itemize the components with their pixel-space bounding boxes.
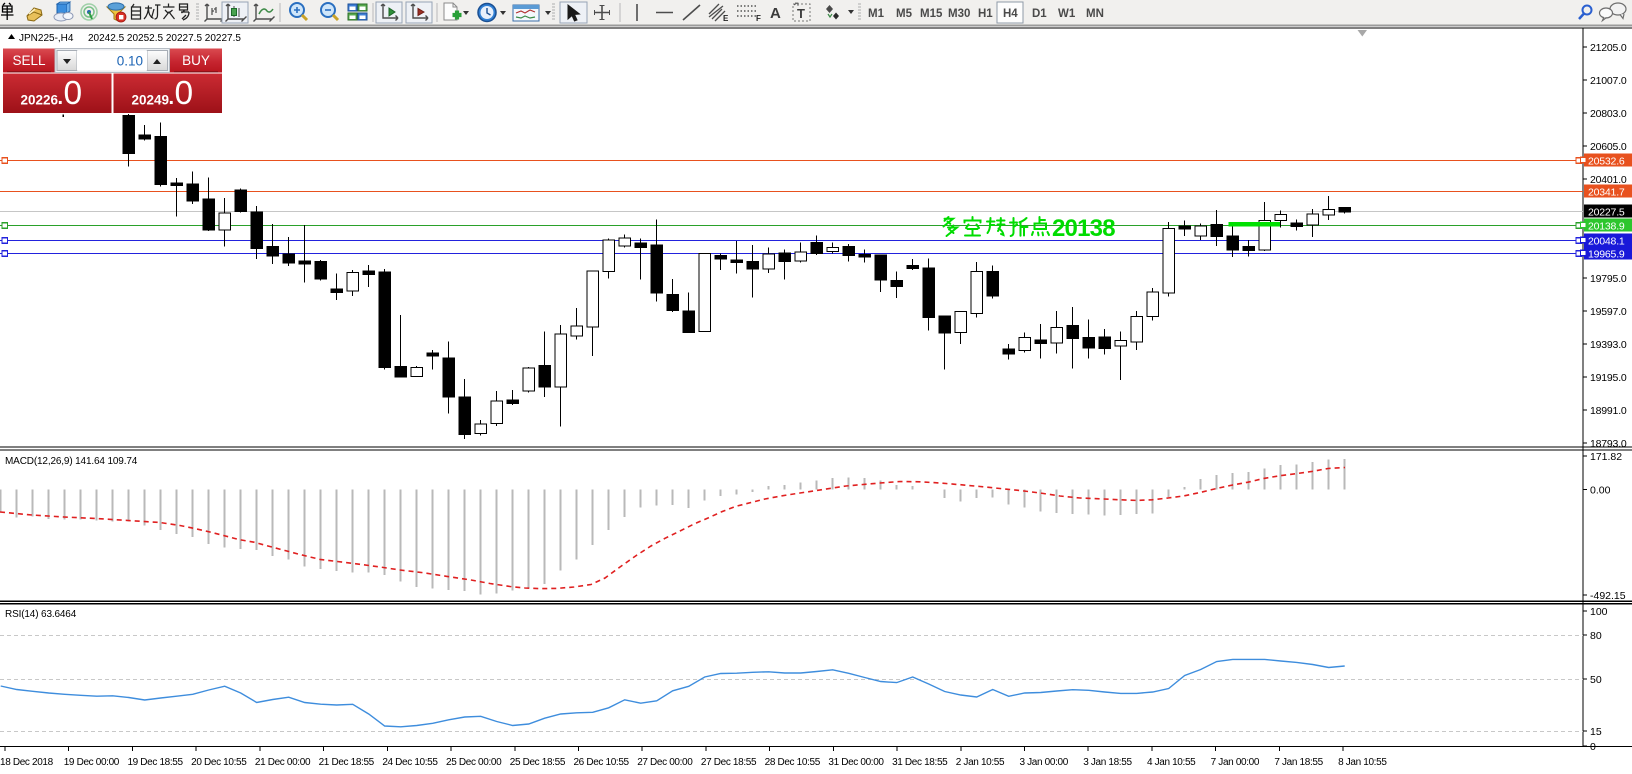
svg-text:19965.9: 19965.9 (1588, 249, 1625, 261)
svg-text:M30: M30 (948, 8, 970, 20)
svg-text:21205.0: 21205.0 (1590, 42, 1627, 54)
svg-text:31 Dec 18:55: 31 Dec 18:55 (892, 757, 948, 768)
svg-text:50: 50 (1590, 674, 1602, 686)
svg-text:20048.1: 20048.1 (1588, 236, 1625, 248)
svg-text:4 Jan 10:55: 4 Jan 10:55 (1147, 757, 1196, 768)
svg-text:M5: M5 (896, 8, 913, 20)
svg-text:20138.9: 20138.9 (1588, 221, 1625, 233)
svg-text:SELL: SELL (12, 53, 46, 68)
svg-text:2 Jan 10:55: 2 Jan 10:55 (956, 757, 1005, 768)
svg-text:20 Dec 10:55: 20 Dec 10:55 (191, 757, 247, 768)
svg-text:20226: 20226 (21, 93, 59, 108)
svg-text:19 Dec 18:55: 19 Dec 18:55 (127, 757, 183, 768)
svg-text:0: 0 (1590, 741, 1596, 753)
svg-text:0: 0 (64, 75, 83, 112)
svg-text:D1: D1 (1032, 8, 1047, 20)
svg-text:BUY: BUY (182, 53, 210, 68)
svg-text:M15: M15 (920, 8, 943, 20)
svg-text:8 Jan 10:55: 8 Jan 10:55 (1338, 757, 1387, 768)
svg-text:20138: 20138 (1052, 215, 1115, 242)
svg-text:171.82: 171.82 (1590, 451, 1622, 463)
svg-text:100: 100 (1590, 606, 1608, 618)
svg-text:7 Jan 18:55: 7 Jan 18:55 (1274, 757, 1323, 768)
svg-text:W1: W1 (1058, 8, 1076, 20)
svg-text:20249: 20249 (132, 93, 170, 108)
svg-text:0.00: 0.00 (1590, 485, 1611, 497)
svg-text:20401.0: 20401.0 (1590, 174, 1627, 186)
svg-text:18793.0: 18793.0 (1590, 438, 1627, 450)
svg-text:M1: M1 (868, 8, 885, 20)
svg-text:21 Dec 00:00: 21 Dec 00:00 (255, 757, 311, 768)
svg-text:19 Dec 00:00: 19 Dec 00:00 (64, 757, 120, 768)
svg-text:21 Dec 18:55: 21 Dec 18:55 (319, 757, 375, 768)
svg-text:19393.0: 19393.0 (1590, 339, 1627, 351)
svg-text:80: 80 (1590, 630, 1602, 642)
svg-text:.: . (58, 87, 64, 109)
svg-text:3 Jan 18:55: 3 Jan 18:55 (1083, 757, 1132, 768)
svg-text:.: . (169, 87, 175, 109)
svg-text:31 Dec 00:00: 31 Dec 00:00 (828, 757, 884, 768)
svg-text:20341.7: 20341.7 (1588, 187, 1625, 199)
svg-text:MN: MN (1086, 8, 1104, 20)
svg-text:26 Dec 10:55: 26 Dec 10:55 (573, 757, 629, 768)
svg-text:7 Jan 00:00: 7 Jan 00:00 (1211, 757, 1260, 768)
svg-text:21007.0: 21007.0 (1590, 75, 1627, 87)
svg-text:25 Dec 00:00: 25 Dec 00:00 (446, 757, 502, 768)
svg-text:19597.0: 19597.0 (1590, 306, 1627, 318)
svg-text:20242.5 20252.5 20227.5 20227.: 20242.5 20252.5 20227.5 20227.5 (88, 33, 241, 44)
svg-text:-492.15: -492.15 (1590, 590, 1626, 602)
svg-text:19195.0: 19195.0 (1590, 372, 1627, 384)
svg-text:A: A (770, 5, 781, 22)
svg-text:JPN225-,H4: JPN225-,H4 (19, 33, 74, 44)
svg-text:20532.6: 20532.6 (1588, 156, 1625, 168)
svg-text:E: E (723, 14, 729, 23)
svg-text:20605.0: 20605.0 (1590, 141, 1627, 153)
svg-text:RSI(14) 63.6464: RSI(14) 63.6464 (5, 609, 77, 620)
svg-text:0: 0 (175, 75, 194, 112)
svg-text:F: F (756, 14, 761, 23)
svg-text:MACD(12,26,9) 141.64 109.74: MACD(12,26,9) 141.64 109.74 (5, 456, 138, 467)
svg-text:20803.0: 20803.0 (1590, 108, 1627, 120)
svg-text:20227.5: 20227.5 (1588, 207, 1625, 219)
svg-text:18 Dec 2018: 18 Dec 2018 (0, 757, 54, 768)
svg-text:T: T (797, 6, 805, 21)
svg-text:0.10: 0.10 (117, 54, 143, 69)
svg-text:H4: H4 (1003, 8, 1018, 20)
svg-text:3 Jan 00:00: 3 Jan 00:00 (1020, 757, 1069, 768)
svg-text:24 Dec 10:55: 24 Dec 10:55 (382, 757, 438, 768)
svg-text:27 Dec 18:55: 27 Dec 18:55 (701, 757, 757, 768)
svg-text:H1: H1 (978, 8, 993, 20)
svg-text:27 Dec 00:00: 27 Dec 00:00 (637, 757, 693, 768)
svg-text:18991.0: 18991.0 (1590, 405, 1627, 417)
svg-text:19795.0: 19795.0 (1590, 273, 1627, 285)
svg-text:15: 15 (1590, 726, 1602, 738)
svg-text:25 Dec 18:55: 25 Dec 18:55 (510, 757, 566, 768)
svg-text:28 Dec 10:55: 28 Dec 10:55 (765, 757, 821, 768)
